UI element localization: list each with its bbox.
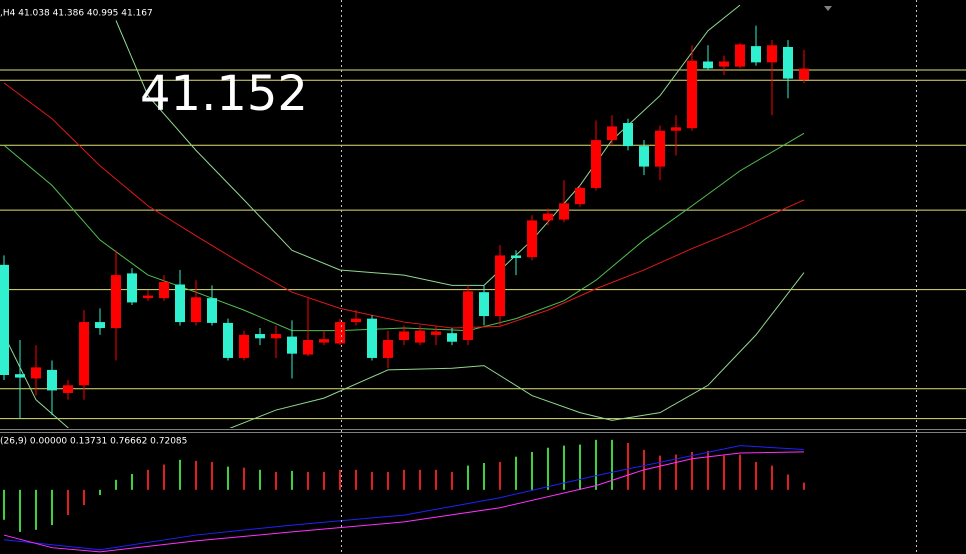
candle-body [175,284,185,323]
candle-body [607,126,617,141]
candle-body [511,255,521,258]
candle-body [367,318,377,358]
candle-body [575,187,585,205]
candle-body [191,297,201,323]
candle-body [415,330,425,343]
indicator-line [3,451,805,553]
candle-body [159,281,169,299]
candle-body [783,46,793,79]
candle-body [15,374,25,378]
candle-body [319,339,329,343]
candle-body [479,292,489,317]
candle-body [271,334,281,339]
price-annotation: 41.152 [140,66,308,122]
candle-body [623,123,633,147]
candle-body [143,295,153,299]
macd-panel [3,439,805,553]
candle-body [559,203,569,220]
indicator-line [3,132,805,332]
candle-body [63,385,73,393]
candle-body [47,369,57,391]
candle-body [79,322,89,386]
candle-body [255,334,265,339]
candle-body [671,127,681,131]
candle-body [351,318,361,323]
indicator-line [115,4,741,286]
candle-body [303,340,313,355]
candle-body [383,340,393,358]
candle-body [0,264,9,376]
candle-body [495,255,505,317]
candle-body [751,46,761,63]
candle-body [127,273,137,303]
price-panel [0,4,966,428]
candle-body [735,44,745,67]
price-header: ,H4 41.038 41.386 40.995 41.167 [0,9,153,19]
candle-body [95,322,105,329]
candle-body [591,140,601,188]
shift-marker [824,6,832,11]
candle-body [287,336,297,354]
candle-body [463,291,473,341]
candle-body [655,130,665,167]
candle-body [239,334,249,358]
indicator-line [3,272,805,428]
candle-body [767,45,777,63]
candle-body [111,275,121,329]
candle-body [527,220,537,258]
candle-body [399,331,409,341]
candle-body [335,322,345,344]
indicator-line [3,445,805,551]
candle-body [431,331,441,335]
macd-header: (26,9) 0.00000 0.13731 0.76662 0.72085 [0,437,187,447]
candle-body [447,333,457,342]
candle-body [639,146,649,167]
candle-body [703,61,713,69]
candle-body [223,322,233,358]
candle-body [799,68,809,80]
candle-body [207,298,217,323]
candle-body [31,367,41,379]
candle-body [687,60,697,129]
candle-body [543,213,553,221]
indicator-line [3,82,805,329]
candle-body [719,61,729,67]
